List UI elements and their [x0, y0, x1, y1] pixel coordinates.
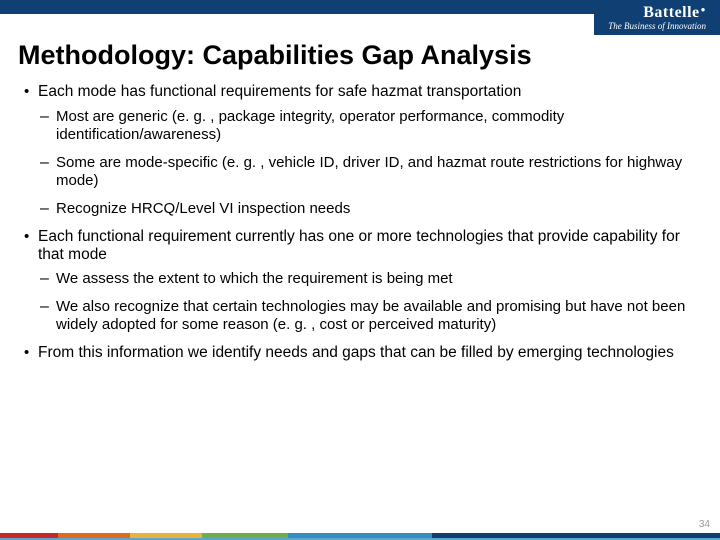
- footer-stripe: [0, 533, 720, 538]
- bullet-list: Each mode has functional requirements fo…: [22, 83, 698, 362]
- brand-box: Battelle● The Business of Innovation: [594, 0, 720, 35]
- bullet-text: From this information we identify needs …: [38, 344, 674, 361]
- stripe-segment: [432, 533, 720, 538]
- stripe-segment: [202, 533, 288, 538]
- sub-bullet-list: Most are generic (e. g. , package integr…: [38, 108, 698, 218]
- brand-name-text: Battelle: [643, 4, 699, 22]
- stripe-segment: [58, 533, 130, 538]
- bullet-text: Each functional requirement currently ha…: [38, 228, 680, 263]
- brand-dot-icon: ●: [701, 5, 706, 14]
- sub-bullet-item: Recognize HRCQ/Level VI inspection needs: [38, 200, 698, 218]
- footer: [0, 533, 720, 540]
- brand-logo: Battelle●: [643, 4, 706, 22]
- brand-tagline: The Business of Innovation: [608, 21, 706, 31]
- page-number: 34: [699, 519, 710, 530]
- sub-bullet-item: We assess the extent to which the requir…: [38, 270, 698, 288]
- topbar-spacer: [0, 0, 594, 14]
- sub-bullet-text: Most are generic (e. g. , package integr…: [56, 108, 564, 143]
- bullet-item: From this information we identify needs …: [22, 344, 698, 362]
- sub-bullet-item: Some are mode-specific (e. g. , vehicle …: [38, 154, 698, 190]
- stripe-segment: [0, 533, 58, 538]
- sub-bullet-text: Some are mode-specific (e. g. , vehicle …: [56, 154, 682, 189]
- stripe-segment: [288, 533, 432, 538]
- sub-bullet-list: We assess the extent to which the requir…: [38, 270, 698, 334]
- sub-bullet-item: We also recognize that certain technolog…: [38, 298, 698, 334]
- sub-bullet-text: Recognize HRCQ/Level VI inspection needs: [56, 200, 350, 217]
- slide-title: Methodology: Capabilities Gap Analysis: [0, 35, 720, 79]
- slide-body: Each mode has functional requirements fo…: [0, 79, 720, 540]
- sub-bullet-text: We also recognize that certain technolog…: [56, 298, 685, 333]
- sub-bullet-text: We assess the extent to which the requir…: [56, 270, 453, 287]
- top-bar: Battelle● The Business of Innovation: [0, 0, 720, 35]
- bullet-item: Each mode has functional requirements fo…: [22, 83, 698, 217]
- sub-bullet-item: Most are generic (e. g. , package integr…: [38, 108, 698, 144]
- stripe-segment: [130, 533, 202, 538]
- bullet-item: Each functional requirement currently ha…: [22, 228, 698, 335]
- slide: Battelle● The Business of Innovation Met…: [0, 0, 720, 540]
- bullet-text: Each mode has functional requirements fo…: [38, 83, 521, 100]
